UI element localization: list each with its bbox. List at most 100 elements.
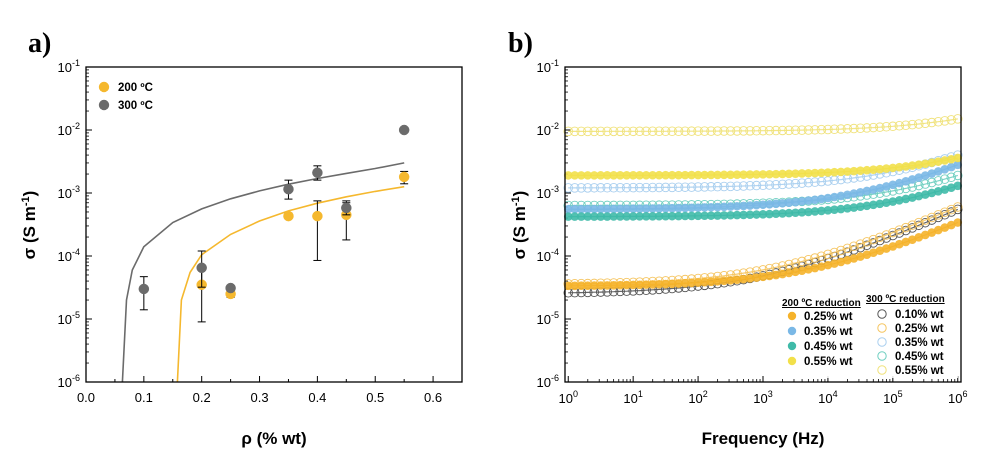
panel-b-point-200-1 [693, 203, 703, 212]
panel-b-point-300-4 [582, 126, 593, 137]
panel-b-point-200-1 [589, 204, 599, 214]
panel-b-point-200-0 [680, 278, 690, 288]
panel-b-point-200-3 [719, 170, 729, 180]
panel-b-point-200-0 [862, 250, 872, 259]
panel-b-point-200-3 [771, 169, 781, 179]
panel-b-point-200-0 [739, 274, 748, 284]
panel-b-point-200-1 [882, 182, 891, 191]
panel-b-xtick-label: 100 [559, 389, 578, 406]
panel-b-point-200-0 [641, 280, 651, 289]
panel-b-point-300-0 [940, 209, 950, 220]
panel-b-point-300-4 [953, 114, 963, 124]
panel-b-point-200-1 [719, 202, 729, 212]
panel-b-point-200-0 [804, 265, 813, 274]
panel-b-point-300-0 [920, 217, 931, 228]
panel-b-point-200-1 [849, 189, 859, 198]
panel-b-point-200-1 [940, 164, 950, 174]
panel-b-point-300-0 [907, 223, 918, 233]
panel-b-point-200-3 [641, 170, 651, 180]
panel-b-point-200-3 [576, 171, 586, 180]
panel-b-point-200-1 [745, 201, 755, 210]
panel-b-point-200-2 [713, 211, 722, 220]
panel-b-point-200-2 [901, 194, 911, 204]
panel-b-legend-label-300: 0.10% wt [895, 309, 944, 321]
panel-b-point-200-3 [654, 170, 664, 180]
panel-a-point-300 [312, 167, 323, 178]
panel-a-xtick-label: 0.1 [135, 390, 153, 405]
panel-b-point-300-3 [927, 177, 937, 188]
panel-b-point-200-1 [927, 169, 937, 178]
panel-a-xtick-label: 0.2 [193, 390, 211, 405]
panel-b-point-200-1 [914, 173, 924, 182]
panel-b-point-200-1 [583, 204, 593, 214]
panel-b-xtick-label: 103 [753, 389, 772, 406]
panel-b-point-200-0 [700, 277, 709, 287]
panel-b-point-200-1 [875, 183, 885, 193]
panel-b-point-300-4 [667, 126, 677, 136]
panel-b-point-200-2 [836, 204, 846, 214]
panel-b-point-200-0 [830, 259, 839, 268]
panel-b-point-300-1 [940, 207, 950, 218]
panel-b-point-200-1 [817, 194, 826, 204]
panel-b-point-300-1 [862, 237, 872, 247]
panel-b-point-200-1 [648, 204, 657, 213]
panel-b-point-200-0 [635, 280, 644, 290]
panel-a-point-200 [312, 210, 323, 222]
panel-b-point-200-2 [784, 208, 794, 218]
panel-b-point-300-4 [810, 125, 820, 135]
panel-b-point-300-2 [725, 181, 736, 192]
panel-b-point-200-0 [589, 281, 599, 290]
panel-b-point-200-3 [784, 169, 794, 179]
panel-a-ytick-label: 10-1 [58, 58, 80, 75]
panel-b-point-300-4 [680, 126, 690, 136]
panel-b-point-200-0 [882, 244, 891, 253]
panel-b-point-300-2 [797, 178, 807, 188]
panel-b-point-300-1 [875, 232, 885, 243]
panel-b-point-300-0 [862, 240, 872, 251]
panel-b: b) 100 101 102 103 104 105 106 10-6 10-5 10-4 10-3… [508, 28, 967, 448]
panel-b-point-200-0 [576, 281, 586, 291]
panel-b-point-200-1 [758, 200, 768, 210]
panel-b-point-200-3 [570, 171, 580, 180]
panel-a-legend-marker [98, 99, 110, 111]
panel-b-ytick-label: 10-3 [537, 184, 559, 201]
panel-b-point-300-1 [816, 251, 827, 261]
panel-a-frame [85, 66, 463, 383]
panel-b-point-300-2 [686, 182, 697, 192]
panel-b-point-200-0 [719, 276, 729, 286]
panel-b-point-200-3 [933, 157, 943, 166]
panel-b-point-200-2 [862, 201, 872, 211]
panel-b-point-200-2 [628, 212, 638, 221]
panel-b-point-300-2 [816, 176, 827, 187]
panel-b-point-300-1 [810, 253, 820, 263]
panel-b-point-200-1 [778, 198, 787, 208]
panel-b-point-300-2 [608, 182, 619, 193]
panel-b-point-200-2 [563, 212, 573, 221]
panel-b-point-300-2 [732, 181, 742, 191]
panel-b-point-200-3 [667, 170, 677, 180]
panel-b-point-300-0 [881, 233, 892, 243]
panel-b-point-200-0 [836, 257, 846, 267]
panel-b-point-200-3 [752, 170, 761, 179]
panel-b-point-300-4 [901, 120, 911, 130]
panel-b-point-300-2 [712, 181, 723, 192]
panel-a: a) 0.0 0.1 0.2 0.3 0.4 0.5 0.6 10-6 10-5 10-4 10-3… [20, 28, 463, 448]
panel-b-point-300-1 [953, 202, 963, 212]
panel-b-point-200-3 [765, 169, 774, 179]
panel-b-point-200-0 [920, 230, 930, 240]
panel-b-point-200-1 [953, 160, 963, 170]
panel-b-legend-label-200: 0.45% wt [804, 341, 853, 353]
panel-b-point-200-2 [719, 211, 729, 220]
panel-b-point-300-1 [914, 217, 924, 228]
panel-b-point-200-3 [758, 170, 768, 179]
panel-b-point-200-2 [946, 183, 956, 193]
panel-b-point-200-0 [797, 266, 807, 275]
panel-b-point-300-1 [849, 241, 859, 252]
panel-b-point-300-4 [647, 126, 658, 137]
panel-b-point-200-2 [706, 211, 716, 220]
panel-b-point-200-3 [628, 171, 638, 180]
panel-b-point-200-1 [804, 196, 813, 205]
panel-b-point-300-2 [738, 181, 749, 191]
panel-b-point-300-4 [764, 125, 775, 136]
panel-b-point-300-4 [576, 126, 586, 137]
